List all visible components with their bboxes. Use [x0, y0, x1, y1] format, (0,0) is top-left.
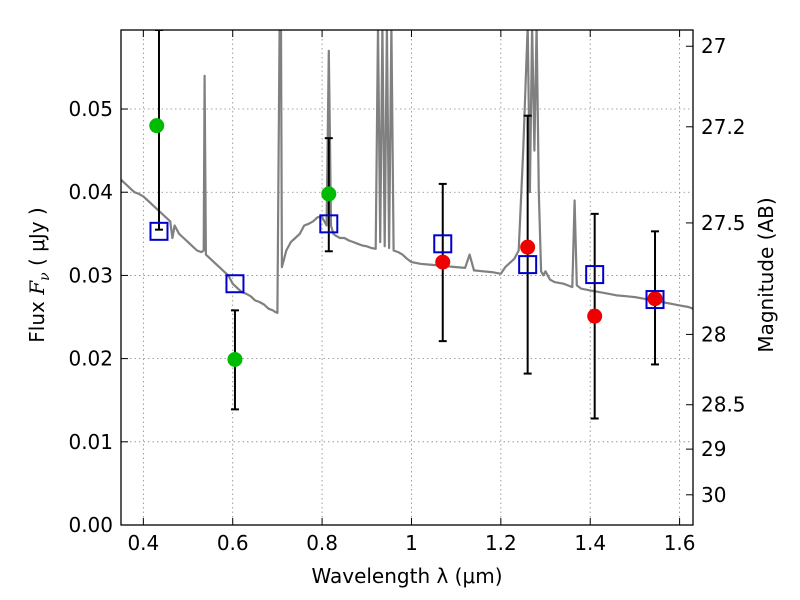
plot-area	[121, 30, 693, 525]
y-axis-label-suffix: ( μJy )	[25, 207, 49, 272]
model-photometry-box	[225, 274, 245, 294]
y-tick-label: 0.01	[68, 430, 113, 454]
model-photometry-box	[433, 234, 453, 254]
y-axis-label: Flux Fν ( μJy )	[25, 207, 53, 342]
red-data-point	[520, 239, 536, 255]
y-tick-label: 0.05	[68, 97, 113, 121]
y-axis-label-subscript: ν	[37, 272, 53, 281]
y-axis-label-prefix: Flux	[25, 295, 49, 343]
y-axis-label-symbol: F	[25, 280, 49, 296]
x-tick-label: 1.6	[664, 531, 696, 555]
green-data-point	[227, 351, 243, 367]
mag-tick-label: 28	[701, 322, 726, 346]
mag-tick-label: 30	[701, 483, 726, 507]
right-axis-label: Magnitude (AB)	[754, 197, 778, 352]
x-tick-label: 0.8	[306, 531, 338, 555]
grid	[121, 30, 693, 525]
x-axis-label: Wavelength λ (μm)	[311, 564, 502, 588]
x-tick-label: 1.4	[574, 531, 606, 555]
model-photometry-box	[518, 255, 538, 275]
red-data-point	[435, 254, 451, 270]
x-tick-label: 1	[405, 531, 418, 555]
model-photometry-box	[645, 290, 665, 310]
model-photometry-box	[585, 265, 605, 285]
mag-tick-label: 27	[701, 34, 726, 58]
red-data-point	[587, 308, 603, 324]
mag-tick-label: 28.5	[701, 393, 746, 417]
model-spectrum-line	[121, 30, 693, 314]
y-tick-label: 0.03	[68, 263, 113, 287]
red-data-point	[647, 291, 663, 307]
green-data-point	[321, 186, 337, 202]
x-tick-label: 1.2	[485, 531, 517, 555]
mag-tick-label: 27.5	[701, 211, 746, 235]
data-layer	[121, 30, 693, 420]
x-tick-label: 0.6	[217, 531, 249, 555]
green-data-point	[149, 118, 165, 134]
y-tick-label: 0.02	[68, 347, 113, 371]
plot-frame	[120, 29, 694, 526]
mag-tick-label: 29	[701, 437, 726, 461]
model-photometry-box	[319, 214, 339, 234]
model-photometry-box	[149, 221, 169, 241]
x-tick-label: 0.4	[127, 531, 159, 555]
y-tick-label: 0.00	[68, 513, 113, 537]
ticks: 0.4 0.6 0.8 1 1.2 1.4 1.6 0.00 0.01 0.02 0.03 0.04 0…	[68, 30, 746, 555]
y-tick-label: 0.04	[68, 180, 113, 204]
mag-tick-label: 27.2	[701, 115, 746, 139]
